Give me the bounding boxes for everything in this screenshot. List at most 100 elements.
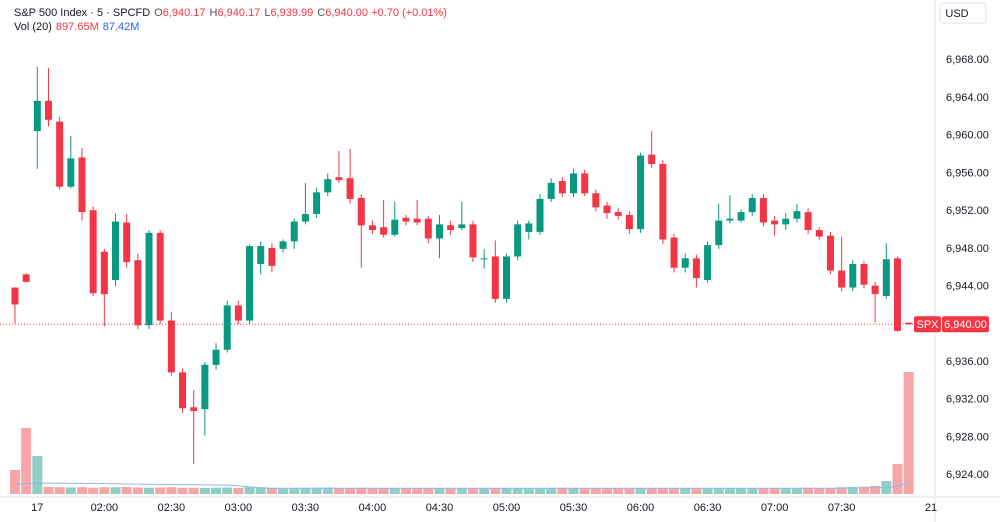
volume-bar [635, 488, 646, 494]
volume-bar [54, 487, 65, 494]
volume-bar [523, 488, 534, 494]
volume-bar [546, 488, 557, 494]
change: +0.70 (+0.01%) [371, 7, 447, 19]
candle-body [279, 241, 287, 249]
volume-bar [255, 487, 266, 494]
candle-body [458, 224, 466, 229]
candle-body [603, 205, 611, 214]
volume-bar [155, 487, 166, 494]
ohlc-key: L [264, 7, 271, 19]
volume-last: 897.65M [55, 21, 99, 33]
candle-body [33, 100, 41, 132]
volume-bar [903, 372, 914, 494]
candle-body [413, 218, 421, 223]
candle-body [335, 177, 343, 181]
candle-body [223, 305, 231, 350]
volume-label: Vol (20) [14, 21, 52, 33]
y-tick-label: 6,928.00 [946, 431, 989, 443]
volume-bar [758, 488, 769, 494]
candle-body [815, 230, 823, 237]
ohlc-value: 6,940.17 [162, 7, 206, 19]
candle-body [112, 221, 120, 280]
candle-body [570, 173, 578, 194]
x-tick-label: 07:00 [761, 502, 789, 514]
volume-bar [88, 487, 99, 494]
ohlc: O6,940.17 H6,940.17 L6,939.99 C6,940.00 [150, 7, 368, 19]
candle-body [469, 224, 477, 258]
candle-body [447, 225, 455, 231]
candle-body [56, 121, 64, 187]
candle-body [905, 322, 913, 325]
volume-bar [110, 487, 121, 494]
volume-bar [188, 487, 199, 494]
volume-bar [590, 488, 601, 494]
y-tick-label: 6,944.00 [946, 281, 989, 293]
symbol-label: SPX [916, 319, 939, 331]
candle-body [145, 232, 153, 326]
volume-bar [378, 488, 389, 494]
x-tick-label: 05:30 [560, 502, 588, 514]
candle-body [324, 179, 332, 193]
candle-body [838, 270, 846, 288]
volume-bar [490, 488, 501, 494]
candle-body [167, 320, 175, 373]
legend-row: Vol (20) 897.65M 87.42M [14, 20, 447, 34]
y-tick-label: 6,936.00 [946, 356, 989, 368]
candle-body [514, 224, 522, 257]
volume-bar [166, 487, 177, 494]
volume-bar [467, 488, 478, 494]
volume-bar [266, 487, 277, 494]
candle-body [491, 256, 499, 299]
candle-body [502, 256, 510, 299]
candle-body [179, 372, 187, 409]
ohlc-value: 6,940.17 [217, 7, 261, 19]
candle-body [614, 212, 622, 216]
volume-bar [445, 488, 456, 494]
candle-body [346, 178, 354, 199]
candle-body [525, 223, 533, 232]
volume-bar [892, 463, 903, 494]
volume-bar [769, 488, 780, 494]
candle-body [67, 158, 75, 187]
volume-bar [579, 488, 590, 494]
volume-bar [389, 488, 400, 494]
volume-bar [858, 486, 869, 494]
y-tick-label: 6,968.00 [946, 54, 989, 66]
candle-body [380, 227, 388, 235]
ohlc-key: O [154, 7, 163, 19]
candle-body [190, 407, 198, 412]
volume-bar [32, 455, 43, 494]
x-tick-label: 21 [925, 502, 937, 514]
volume-bar [43, 486, 54, 494]
volume-bar [345, 488, 356, 494]
candle-body [625, 214, 633, 230]
volume-bar [367, 488, 378, 494]
y-tick-label: 6,932.00 [946, 394, 989, 406]
volume-bar [121, 486, 132, 494]
volume-bar [311, 487, 322, 494]
volume-bar [356, 487, 367, 494]
candle-body [435, 224, 443, 239]
candle-body [748, 197, 756, 213]
volume-ma: 87.42M [102, 21, 140, 33]
legend-row: S&P 500 Index · 5 · SPCFD O6,940.17 H6,940… [14, 6, 447, 20]
volume-bar [791, 488, 802, 494]
volume-bar [99, 487, 110, 494]
candle-body [301, 214, 309, 222]
candle-body [860, 263, 868, 285]
ohlc-key: C [317, 7, 326, 19]
currency-label: USD [945, 8, 968, 20]
volume-bar [747, 488, 758, 494]
currency-box [939, 2, 987, 24]
candle-body [681, 258, 689, 268]
candle-body [78, 157, 86, 213]
candle-body [737, 212, 745, 221]
volume-bar [177, 487, 188, 494]
candle-body [313, 192, 321, 215]
volume-bar [222, 487, 233, 494]
candle-body [893, 258, 901, 331]
x-tick-label: 04:30 [426, 502, 454, 514]
x-tick-label: 03:30 [292, 502, 320, 514]
